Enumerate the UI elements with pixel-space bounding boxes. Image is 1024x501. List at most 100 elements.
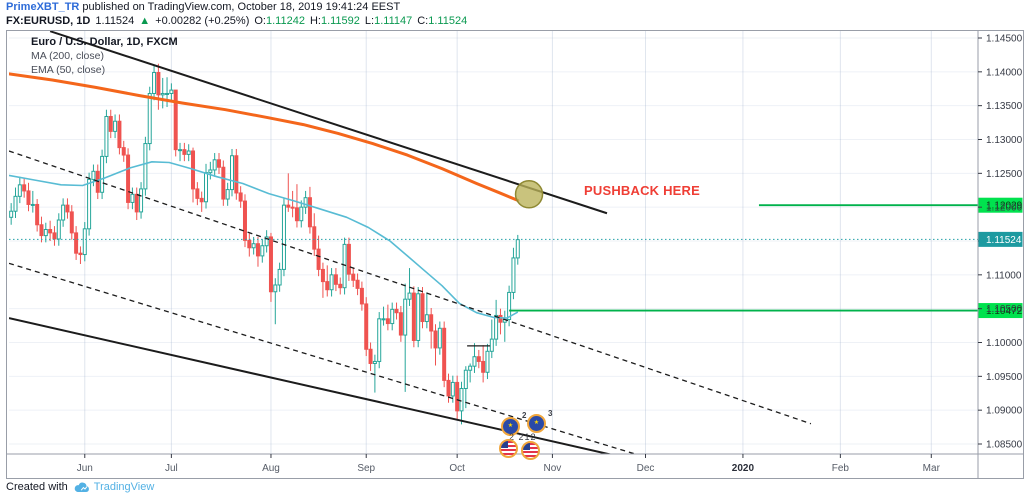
candle-body	[178, 149, 183, 152]
candle-body	[437, 327, 442, 349]
reaction-stickers: ★ 2 ★ 3 2 212	[495, 409, 571, 460]
candle-body	[312, 226, 317, 250]
price-chart[interactable]: 1.12029 1.10472 1.14500 1.14000 1.13500 1.130…	[7, 31, 1023, 478]
candle-body	[351, 273, 356, 281]
candle	[312, 213, 317, 256]
candle	[238, 186, 243, 208]
candle-body	[364, 303, 369, 350]
us-flag-icon	[521, 441, 540, 460]
candle	[247, 233, 252, 257]
candle	[126, 148, 131, 210]
candle-body	[117, 120, 122, 149]
candle-body	[52, 232, 57, 240]
candle-body	[377, 318, 382, 362]
candle-body	[134, 193, 139, 213]
time-axis[interactable]: Jun Jul Aug Sep Oct Nov Dec 2020 Feb Mar	[77, 454, 941, 474]
candle	[294, 184, 299, 228]
candle	[286, 173, 291, 212]
candle-body	[121, 147, 126, 156]
chart-frame[interactable]: 1.12029 1.10472 1.14500 1.14000 1.13500 1.130…	[6, 30, 1024, 479]
candle	[455, 375, 460, 421]
candle	[186, 144, 191, 162]
candle-body	[372, 360, 377, 364]
candle-body	[260, 245, 265, 257]
candle-body	[476, 356, 481, 362]
candle	[117, 114, 122, 155]
price-axis-label: 1.12000	[986, 203, 1023, 214]
candle-body	[498, 314, 503, 323]
candle-body	[65, 204, 70, 213]
candle	[204, 163, 209, 209]
current-price-badge: 1.11524	[978, 231, 1023, 247]
candle	[182, 142, 187, 162]
resistance-ray-label: 1.12029	[978, 197, 1023, 213]
reaction-count-b: 3	[548, 409, 553, 418]
candle	[208, 161, 213, 180]
candle-body	[152, 72, 157, 94]
eu-flag-icon: ★	[501, 417, 520, 436]
candle-body	[355, 279, 360, 289]
candle	[100, 149, 105, 200]
candle-body	[368, 348, 373, 364]
ma200-line	[9, 72, 520, 202]
candle	[152, 65, 157, 101]
candle	[17, 176, 22, 204]
candle-body	[273, 284, 278, 293]
symbol-label[interactable]: FX:EURUSD, 1D	[6, 15, 91, 27]
candle	[381, 306, 386, 326]
price-axis-label: 1.13000	[986, 135, 1023, 146]
candle	[459, 381, 464, 425]
candle	[472, 343, 477, 373]
candle-body	[48, 228, 53, 234]
us-flag-icon	[499, 439, 518, 458]
author-link[interactable]: PrimeXBT_TR	[6, 1, 80, 13]
candle	[242, 194, 247, 248]
candle-body	[225, 189, 230, 200]
candle-body	[286, 204, 291, 208]
candle-body	[126, 154, 131, 203]
tradingview-brand-link[interactable]: TradingView	[93, 481, 155, 493]
reaction-count-total: 2 212	[509, 432, 537, 442]
candle	[156, 63, 161, 110]
candle	[437, 321, 442, 355]
price-axis-label: 1.14500	[986, 34, 1023, 45]
candle-body	[338, 283, 343, 289]
candle	[229, 148, 234, 197]
candle-body	[507, 291, 512, 320]
lower-channel-solid	[9, 317, 613, 454]
price-axis-label: 1.08500	[986, 440, 1023, 451]
low-value: 1.11147	[374, 15, 413, 27]
high-value: 1.11592	[320, 15, 360, 27]
candle	[368, 342, 373, 371]
candle-body	[424, 314, 429, 323]
candle	[377, 312, 382, 369]
candle	[268, 232, 273, 302]
candle	[165, 77, 170, 108]
candle-body	[303, 197, 308, 208]
candle	[481, 345, 486, 383]
candle	[195, 182, 200, 206]
candle-body	[238, 192, 243, 202]
candle-body	[442, 327, 447, 381]
candle-body	[251, 243, 256, 249]
candle-body	[359, 287, 364, 305]
candle-body	[39, 224, 44, 237]
candle-body	[82, 228, 87, 256]
pushback-annotation: PUSHBACK HERE	[584, 183, 701, 198]
candle-body	[320, 268, 325, 283]
candle	[476, 349, 481, 369]
price-axis-label: 1.12500	[986, 169, 1023, 180]
price-label: 1.12029	[986, 201, 1023, 212]
time-axis-label: Aug	[262, 463, 280, 474]
candle-body	[381, 318, 386, 321]
symbol-ohlc-line: FX:EURUSD, 1D 1.11524 ▲ +0.00282 (+0.25%) O:…	[6, 15, 467, 27]
support-ray-label: 1.10472	[978, 303, 1023, 319]
candle	[52, 226, 57, 246]
publish-text: published on TradingView.com, October 18…	[79, 1, 401, 13]
candle-body	[429, 314, 434, 332]
candle	[372, 354, 377, 393]
candle	[442, 321, 447, 388]
candle	[307, 186, 312, 234]
last-price: 1.11524	[95, 15, 135, 27]
